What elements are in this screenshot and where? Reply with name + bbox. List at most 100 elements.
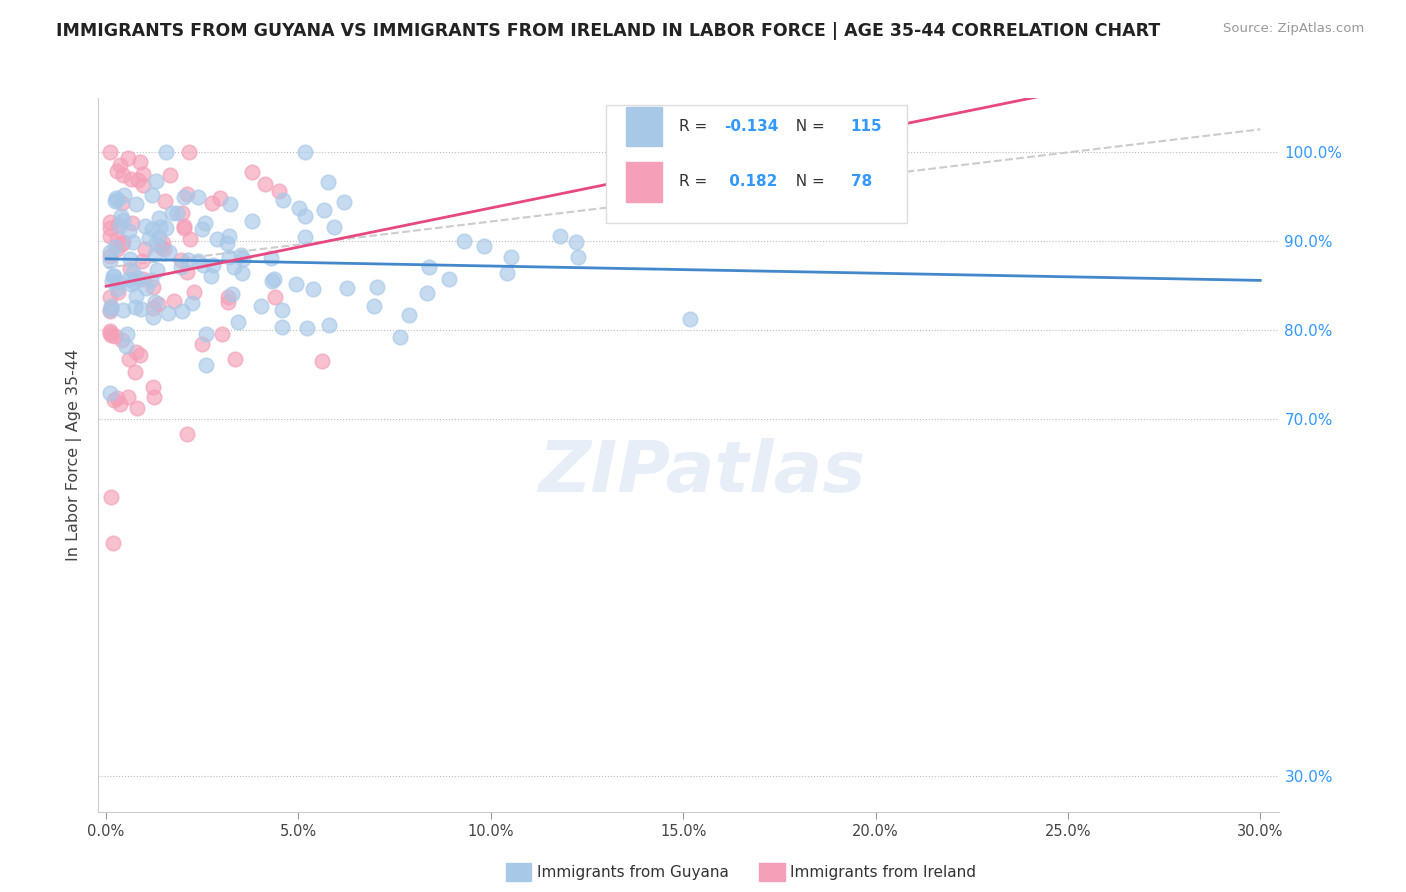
Point (125, 401, 148, 416)
Point (263, 290, 285, 304)
Point (98, 249, 121, 263)
Point (118, 252, 141, 267)
Point (111, 236, 134, 251)
Point (122, 235, 145, 249)
Text: R =: R = (679, 119, 713, 134)
Point (125, 345, 148, 359)
Point (173, 221, 195, 235)
Point (169, 252, 191, 267)
Point (453, 234, 475, 248)
Point (98, 220, 121, 235)
Point (131, 254, 153, 268)
Point (388, 330, 411, 344)
Point (295, 320, 318, 334)
Point (107, 217, 129, 231)
Point (314, 202, 336, 217)
Point (149, 219, 172, 234)
Point (156, 306, 179, 320)
Point (173, 219, 195, 234)
Point (294, 230, 316, 244)
Point (193, 258, 215, 272)
Point (98, 290, 121, 304)
Point (269, 185, 291, 199)
Point (146, 263, 169, 277)
Point (398, 308, 420, 322)
Point (159, 168, 181, 182)
Point (103, 393, 125, 408)
Point (104, 194, 127, 208)
Point (318, 318, 340, 332)
Point (217, 295, 239, 310)
Point (127, 271, 149, 285)
Point (194, 216, 217, 230)
Point (124, 365, 146, 379)
Point (567, 250, 589, 264)
Point (111, 303, 134, 318)
Point (118, 272, 141, 286)
Point (111, 168, 134, 182)
Point (240, 214, 263, 228)
Point (232, 252, 254, 267)
Text: Immigrants from Guyana: Immigrants from Guyana (537, 865, 728, 880)
Point (172, 205, 194, 219)
Point (107, 285, 129, 299)
Point (211, 326, 233, 341)
Point (183, 285, 205, 299)
Point (125, 289, 148, 303)
Point (679, 312, 702, 326)
Point (287, 201, 309, 215)
Point (129, 348, 152, 362)
Point (100, 300, 122, 314)
Point (215, 235, 238, 250)
Point (98, 229, 121, 244)
Point (222, 260, 245, 274)
Point (472, 238, 495, 252)
Text: N =: N = (786, 119, 830, 134)
Point (141, 222, 163, 236)
Point (173, 190, 195, 204)
Text: Source: ZipAtlas.com: Source: ZipAtlas.com (1223, 22, 1364, 36)
Point (187, 253, 209, 268)
Point (191, 222, 214, 236)
Point (260, 274, 283, 288)
Point (101, 274, 124, 288)
Point (129, 154, 152, 169)
Point (254, 177, 277, 191)
FancyBboxPatch shape (606, 105, 907, 223)
Point (311, 354, 333, 368)
Point (127, 172, 149, 186)
Point (105, 242, 128, 256)
Point (111, 195, 134, 210)
Point (98, 303, 121, 318)
Point (157, 245, 180, 260)
Point (231, 266, 253, 280)
Bar (626, 107, 662, 146)
Point (226, 315, 249, 329)
Point (143, 295, 166, 310)
Point (112, 213, 135, 227)
Point (103, 328, 125, 343)
Point (149, 240, 172, 254)
Point (153, 243, 176, 257)
Point (166, 206, 188, 220)
Point (318, 175, 340, 189)
Point (217, 290, 239, 304)
Text: R =: R = (679, 175, 713, 189)
Point (260, 252, 283, 266)
Point (108, 219, 131, 233)
Point (120, 277, 142, 292)
Point (98, 303, 121, 318)
Point (98, 245, 121, 260)
Point (105, 281, 128, 295)
Point (439, 272, 461, 286)
Point (121, 216, 143, 230)
Point (142, 310, 165, 324)
Point (155, 221, 177, 235)
Point (98, 324, 121, 338)
Point (105, 164, 128, 178)
Point (148, 230, 170, 244)
Point (115, 339, 138, 353)
Point (98, 145, 121, 159)
Point (163, 293, 186, 308)
Text: 115: 115 (851, 119, 883, 134)
